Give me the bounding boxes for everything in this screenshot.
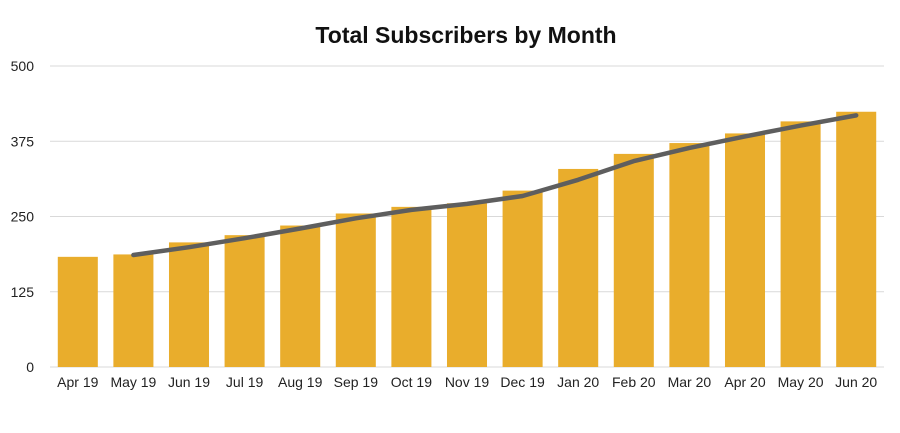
x-tick-label: Oct 19	[391, 374, 432, 390]
bar-2	[113, 254, 154, 367]
y-tick-label: 0	[26, 359, 34, 375]
y-tick-label: 125	[11, 284, 35, 300]
x-tick-label: Jun 19	[168, 374, 210, 390]
bar-5	[280, 225, 321, 367]
x-tick-label: Jun 20	[835, 374, 877, 390]
bar-6	[335, 213, 376, 367]
bar-4	[224, 235, 265, 367]
y-tick-label: 375	[11, 133, 35, 149]
bar-13	[724, 133, 766, 367]
x-tick-label: Apr 19	[57, 374, 98, 390]
x-tick-label: Mar 20	[668, 374, 712, 390]
x-tick-label: Nov 19	[445, 374, 490, 390]
bar-1	[57, 256, 98, 367]
bar-8	[446, 203, 488, 367]
bar-11	[613, 153, 654, 367]
x-tick-label: May 20	[778, 374, 824, 390]
bar-14	[780, 121, 821, 367]
chart-title: Total Subscribers by Month	[315, 22, 617, 48]
x-tick-label: Aug 19	[278, 374, 323, 390]
bar-7	[391, 206, 432, 367]
x-tick-label: Apr 20	[724, 374, 765, 390]
x-tick-label: Jan 20	[557, 374, 599, 390]
y-tick-label: 500	[11, 58, 35, 74]
bar-9	[502, 190, 543, 367]
x-tick-label: May 19	[110, 374, 156, 390]
bar-10	[558, 168, 599, 367]
trend-line	[131, 113, 859, 258]
bar-15	[836, 111, 877, 367]
x-tick-label: Sep 19	[334, 374, 379, 390]
x-tick-label: Feb 20	[612, 374, 656, 390]
x-tick-label: Dec 19	[500, 374, 545, 390]
bar-12	[669, 143, 710, 367]
x-tick-label: Jul 19	[226, 374, 264, 390]
bar-3	[168, 242, 210, 367]
y-tick-label: 250	[11, 209, 35, 225]
